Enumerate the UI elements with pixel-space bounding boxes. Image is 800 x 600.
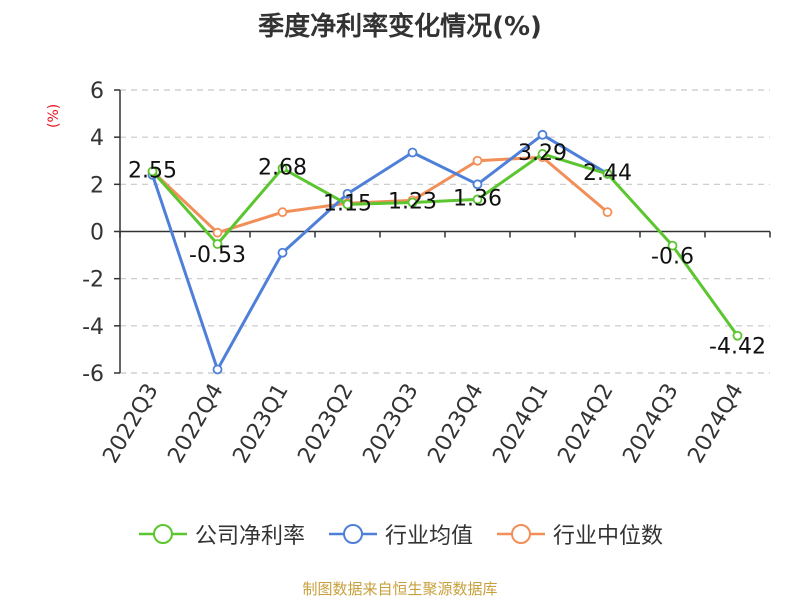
data-point [342, 199, 353, 210]
legend-swatch-icon [497, 524, 545, 544]
series-line-2 [151, 155, 609, 235]
x-tick-label: 2022Q3 [98, 380, 163, 468]
x-tick-label: 2023Q1 [228, 380, 293, 468]
y-tick-label: -4 [82, 315, 104, 340]
data-point [602, 169, 613, 179]
data-point [147, 166, 158, 177]
data-point [537, 129, 548, 140]
x-tick-label: 2023Q4 [423, 380, 488, 468]
y-tick-label: 2 [90, 173, 104, 198]
grid-layer [120, 89, 770, 374]
y-tick-label: -2 [82, 268, 104, 293]
data-point [732, 330, 743, 341]
x-tick-label: 2024Q1 [488, 380, 553, 468]
x-tick-label: 2023Q2 [293, 380, 358, 468]
legend: 公司净利率 行业均值 行业中位数 [0, 518, 800, 550]
data-point [667, 240, 678, 251]
legend-item[interactable]: 行业中位数 [495, 518, 663, 550]
legend-swatch-icon [138, 524, 187, 544]
data-label: 1.36 [453, 186, 502, 211]
data-point [277, 207, 288, 218]
data-label: 2.55 [128, 158, 177, 183]
data-label: -0.53 [189, 243, 246, 268]
data-point [277, 247, 288, 258]
series-layer [147, 129, 743, 375]
y-tick-label: 0 [90, 221, 104, 246]
data-label: 1.23 [388, 189, 437, 214]
x-tick-label: 2023Q3 [358, 380, 423, 468]
legend-label: 行业均值 [384, 524, 473, 549]
series-line-1 [151, 133, 609, 371]
x-tick-label: 2024Q3 [618, 380, 683, 468]
data-point [407, 147, 418, 158]
y-tick-label: 6 [90, 79, 104, 104]
data-label: -0.6 [651, 245, 694, 270]
data-label: 3.29 [518, 141, 567, 166]
data-label: -4.42 [709, 335, 766, 360]
data-point [212, 239, 223, 249]
data-point [472, 155, 483, 166]
legend-label: 行业中位数 [553, 524, 664, 549]
data-label: 1.15 [323, 191, 372, 216]
y-tick-label: 4 [90, 126, 104, 151]
x-tick-label: 2024Q2 [553, 380, 618, 468]
legend-item[interactable]: 行业均值 [327, 518, 473, 550]
series-line-0 [151, 152, 739, 337]
data-point [407, 197, 418, 208]
data-point [602, 207, 613, 218]
legend-marker [511, 524, 531, 544]
legend-marker [152, 524, 173, 544]
data-point [212, 227, 223, 238]
data-point [537, 149, 548, 159]
source-note: 制图数据来自恒生聚源数据库 [302, 580, 498, 598]
legend-swatch-icon [328, 524, 377, 544]
x-tick-label: 2022Q4 [163, 380, 228, 468]
legend-marker [342, 524, 363, 544]
data-point [212, 364, 223, 375]
data-point [472, 194, 483, 205]
data-label-layer: 2.55 -0.53 2.68 1.15 1.23 1.36 3.29 2.44 -0.6 -4.… [128, 141, 766, 360]
legend-item[interactable]: 公司净利率 [137, 518, 305, 550]
x-tick-label: 2024Q4 [683, 380, 748, 468]
data-point [472, 179, 483, 190]
data-label: 2.44 [583, 161, 632, 186]
y-tick-label: -6 [82, 362, 104, 387]
data-label: 2.68 [258, 155, 307, 180]
chart-title: 季度净利率变化情况(%) [258, 12, 542, 42]
data-point [277, 163, 288, 174]
data-point [342, 188, 353, 199]
legend-label: 公司净利率 [194, 524, 305, 549]
